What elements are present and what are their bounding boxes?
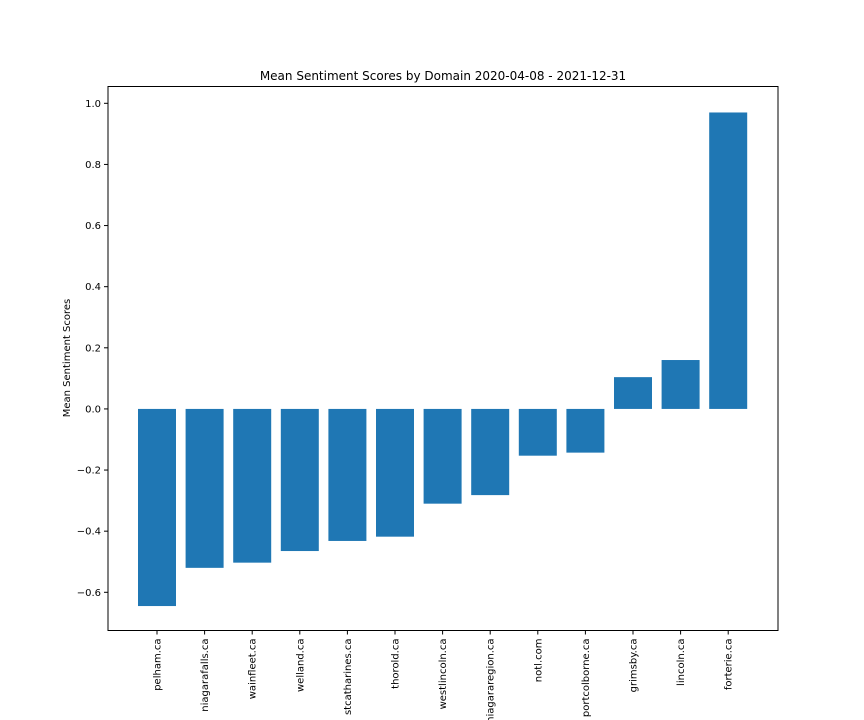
bar-niagararegion.ca [471, 408, 510, 496]
y-tick-label: 1.0 [85, 99, 101, 110]
y-tick-label: 0.0 [85, 404, 101, 415]
y-axis: −0.6 −0.4 −0.2 0.0 0.2 0.4 0.6 0.8 1.0 [77, 99, 108, 599]
bar-stcatharines.ca [328, 408, 367, 541]
x-tick-label: westlincoln.ca [438, 639, 449, 710]
x-tick-label: stcatharines.ca [343, 639, 354, 716]
x-tick-label: pelham.ca [153, 639, 164, 691]
x-tick-label: niagararegion.ca [486, 639, 497, 720]
x-axis: pelham.ca niagarafalls.ca wainfleet.ca well… [153, 630, 735, 720]
bar-notl.com [518, 408, 557, 456]
bar-wainfleet.ca [233, 408, 272, 563]
y-axis-label: Mean Sentiment Scores [62, 299, 73, 418]
bar-grimsby.ca [614, 377, 652, 409]
bar-lincoln.ca [661, 360, 700, 409]
y-tick-label: −0.2 [77, 466, 101, 477]
chart-title: Mean Sentiment Scores by Domain 2020-04-… [260, 69, 626, 83]
plot-frame [107, 86, 779, 631]
y-tick-label: −0.4 [77, 527, 101, 538]
x-tick-label: lincoln.ca [676, 639, 687, 686]
bar-portcolborne.ca [566, 408, 605, 453]
x-tick-label: thorold.ca [391, 639, 402, 689]
bar-forterie.ca [709, 112, 748, 409]
x-tick-label: niagarafalls.ca [200, 639, 211, 712]
bar-thorold.ca [376, 408, 414, 537]
bar-westlincoln.ca [423, 408, 462, 504]
bar-niagarafalls.ca [185, 408, 224, 568]
x-tick-label: welland.ca [295, 639, 306, 693]
bars-group [138, 112, 748, 607]
x-tick-label: portcolborne.ca [581, 639, 592, 718]
y-tick-label: −0.6 [77, 588, 101, 599]
bar-pelham.ca [138, 408, 176, 607]
y-tick-label: 0.2 [85, 343, 101, 354]
y-tick-label: 0.8 [85, 160, 101, 171]
y-tick-label: 0.6 [85, 221, 101, 232]
x-tick-label: notl.com [533, 639, 544, 683]
x-tick-label: grimsby.ca [629, 639, 640, 693]
y-tick-label: 0.4 [85, 282, 101, 293]
x-tick-label: forterie.ca [724, 639, 735, 691]
x-tick-label: wainfleet.ca [248, 639, 259, 700]
bar-welland.ca [280, 408, 319, 552]
